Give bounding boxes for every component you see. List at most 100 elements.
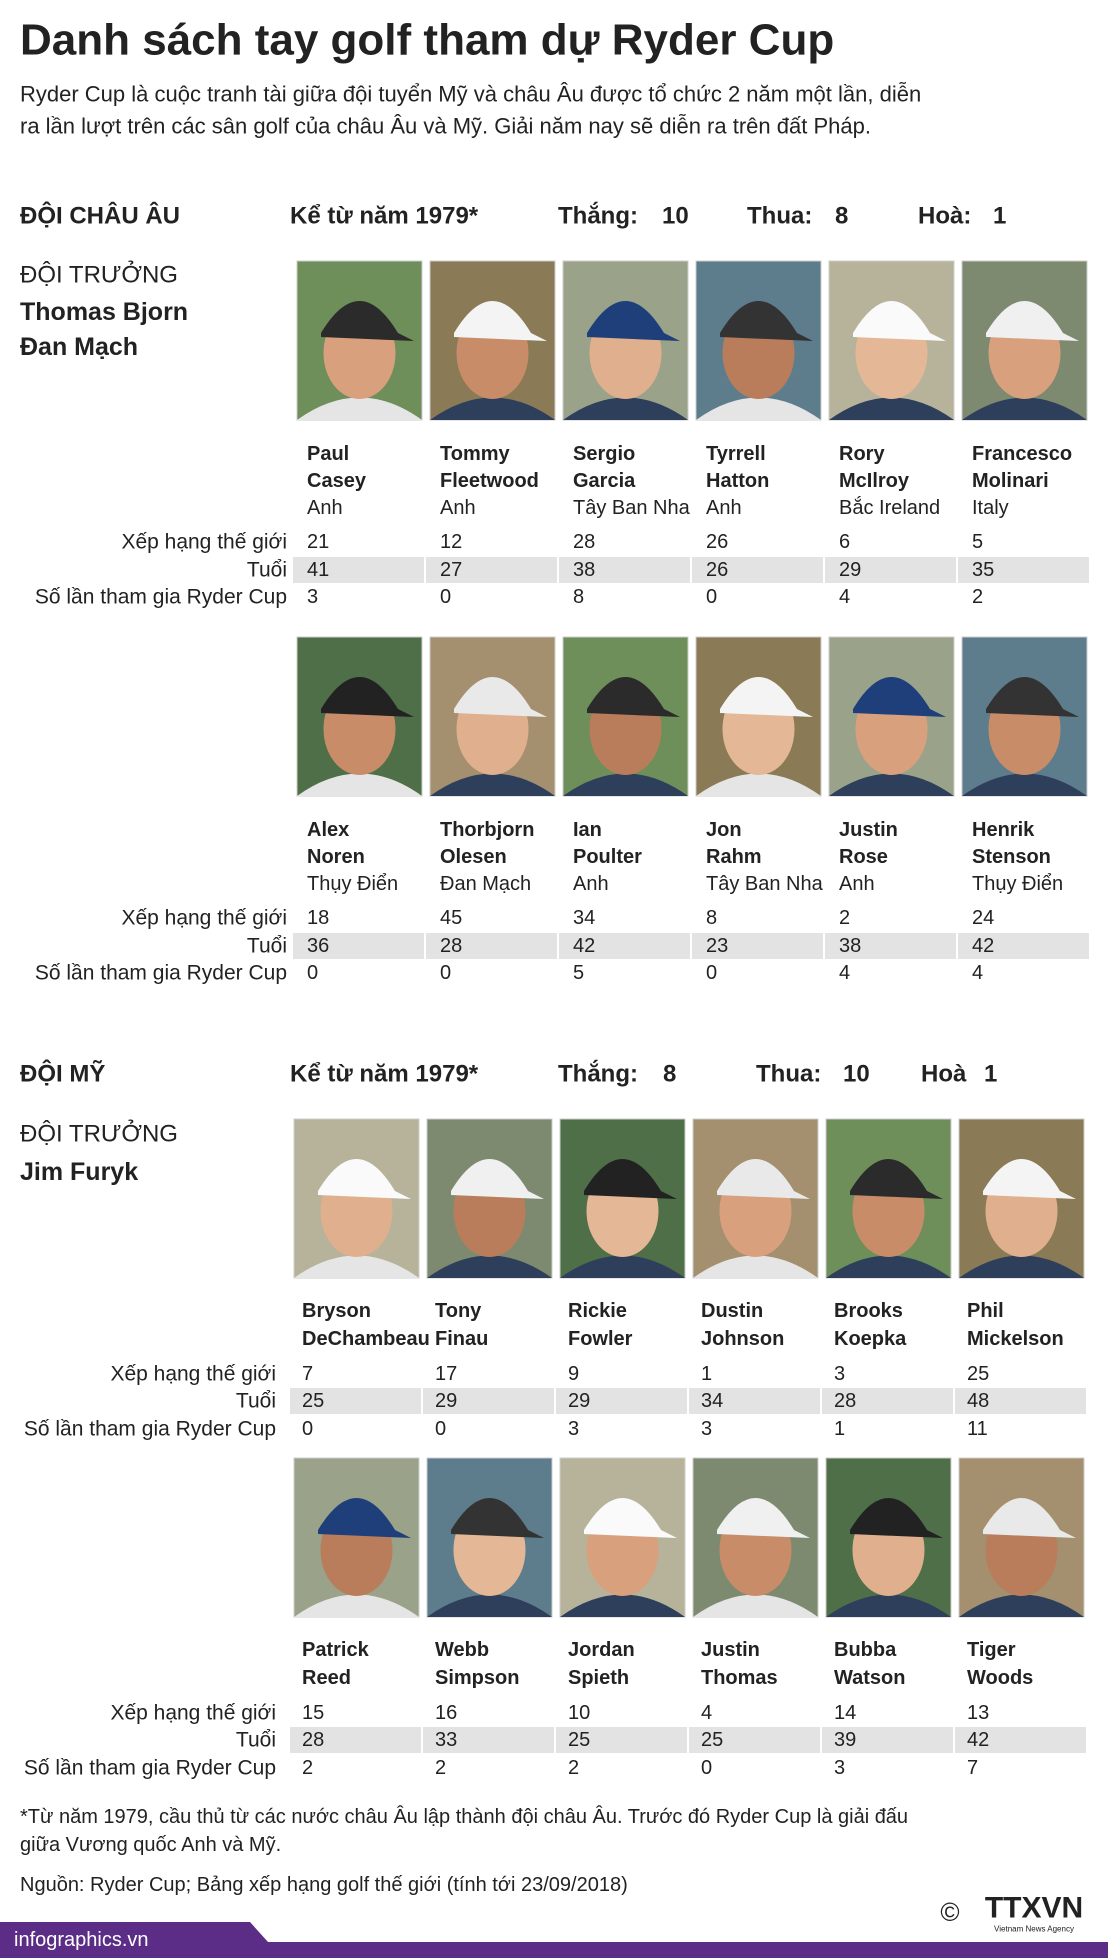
age-stripe <box>556 1727 687 1753</box>
player-last-name: Molinari <box>972 470 1049 492</box>
player-photo <box>559 1118 686 1279</box>
player-rank: 1 <box>701 1363 712 1385</box>
stat-label: Thắng: <box>558 202 638 230</box>
photo-cap <box>720 677 813 717</box>
player-age: 42 <box>972 935 994 957</box>
photo-shoulders <box>696 397 821 420</box>
player-rank: 45 <box>440 907 462 929</box>
player-age: 25 <box>302 1390 324 1412</box>
player-rank: 4 <box>701 1702 712 1724</box>
team-since: Kể từ năm 1979* <box>290 1061 479 1088</box>
photo-cap <box>451 1498 544 1538</box>
age-stripe <box>290 1727 421 1753</box>
player-age: 35 <box>972 559 994 581</box>
footer-bar <box>0 1922 1108 1958</box>
player-rank: 26 <box>706 531 728 553</box>
photo-shoulders <box>294 1594 419 1617</box>
age-stripe <box>958 933 1089 959</box>
player-first-name: Jordan <box>568 1639 635 1661</box>
player-last-name: Woods <box>967 1667 1033 1689</box>
photo-shoulders <box>959 1594 1084 1617</box>
player-last-name: Thomas <box>701 1667 778 1689</box>
player-rank: 10 <box>568 1702 590 1724</box>
photo-cap <box>451 1159 544 1199</box>
photo-cap <box>983 1498 1076 1538</box>
age-stripe <box>559 557 690 583</box>
player-photo <box>296 636 423 797</box>
captain-label: ĐỘI TRƯỞNG <box>20 260 178 289</box>
player-first-name: Rickie <box>568 1300 627 1322</box>
player-age: 38 <box>839 935 861 957</box>
player-age: 26 <box>706 559 728 581</box>
player-last-name: Fleetwood <box>440 470 539 492</box>
player-rank: 15 <box>302 1702 324 1724</box>
player-photo <box>426 1118 553 1279</box>
player-ryder-cups: 0 <box>435 1418 446 1440</box>
stat-label: Hoà <box>921 1061 967 1088</box>
intro-line: ra lần lượt trên các sân golf của châu Â… <box>20 114 871 139</box>
stat-value: 1 <box>984 1061 997 1088</box>
footnote-line: *Từ năm 1979, cầu thủ từ các nước châu Â… <box>20 1805 908 1828</box>
stat-value: 8 <box>835 203 848 230</box>
player-country: Bắc Ireland <box>839 496 940 519</box>
stat-label: Thắng: <box>558 1060 638 1088</box>
age-stripe <box>290 1388 421 1414</box>
age-stripe <box>955 1388 1086 1414</box>
photo-shoulders <box>427 1594 552 1617</box>
photo-cap <box>584 1159 677 1199</box>
player-ryder-cups: 0 <box>307 962 318 984</box>
source: Nguồn: Ryder Cup; Bảng xếp hạng golf thế… <box>20 1874 628 1896</box>
player-last-name: Finau <box>435 1328 488 1350</box>
player-rank: 6 <box>839 531 850 553</box>
player-photo <box>828 260 955 421</box>
age-stripe <box>556 1388 687 1414</box>
player-ryder-cups: 2 <box>302 1757 313 1779</box>
player-ryder-cups: 5 <box>573 962 584 984</box>
player-ryder-cups: 0 <box>302 1418 313 1440</box>
player-first-name: Tommy <box>440 443 511 465</box>
captain-country: Đan Mạch <box>20 333 138 361</box>
photo-cap <box>584 1498 677 1538</box>
player-last-name: Koepka <box>834 1328 907 1350</box>
player-country: Tây Ban Nha <box>706 873 824 895</box>
stat-value: 8 <box>663 1061 676 1088</box>
player-age: 29 <box>568 1390 590 1412</box>
photo-shoulders <box>962 773 1087 796</box>
player-photo <box>559 1457 686 1618</box>
age-stripe <box>692 557 823 583</box>
player-country: Anh <box>839 873 875 895</box>
player-first-name: Paul <box>307 443 349 465</box>
player-first-name: Alex <box>307 819 349 841</box>
player-age: 38 <box>573 559 595 581</box>
player-age: 27 <box>440 559 462 581</box>
age-stripe <box>689 1388 820 1414</box>
player-rank: 17 <box>435 1363 457 1385</box>
player-photo <box>825 1118 952 1279</box>
player-rank: 18 <box>307 907 329 929</box>
site: infographics.vn <box>14 1929 149 1951</box>
player-age: 42 <box>967 1729 989 1751</box>
player-photo <box>961 260 1088 421</box>
row-label: Tuổi <box>236 1729 276 1752</box>
row-label: Số lần tham gia Ryder Cup <box>24 1418 276 1441</box>
photo-cap <box>850 1498 943 1538</box>
player-ryder-cups: 4 <box>839 962 850 984</box>
photo-shoulders <box>829 773 954 796</box>
player-photo <box>695 636 822 797</box>
player-photo <box>828 636 955 797</box>
player-age: 25 <box>568 1729 590 1751</box>
player-country: Anh <box>307 497 343 519</box>
player-ryder-cups: 2 <box>435 1757 446 1779</box>
photo-cap <box>587 301 680 341</box>
photo-shoulders <box>563 773 688 796</box>
photo-shoulders <box>560 1594 685 1617</box>
row-label: Số lần tham gia Ryder Cup <box>24 1757 276 1780</box>
captain-name: Jim Furyk <box>20 1158 138 1186</box>
player-photo <box>293 1457 420 1618</box>
player-last-name: Rose <box>839 846 888 868</box>
player-last-name: Mickelson <box>967 1328 1064 1350</box>
player-country: Anh <box>440 497 476 519</box>
photo-shoulders <box>962 397 1087 420</box>
player-first-name: Tiger <box>967 1639 1016 1661</box>
player-rank: 28 <box>573 531 595 553</box>
